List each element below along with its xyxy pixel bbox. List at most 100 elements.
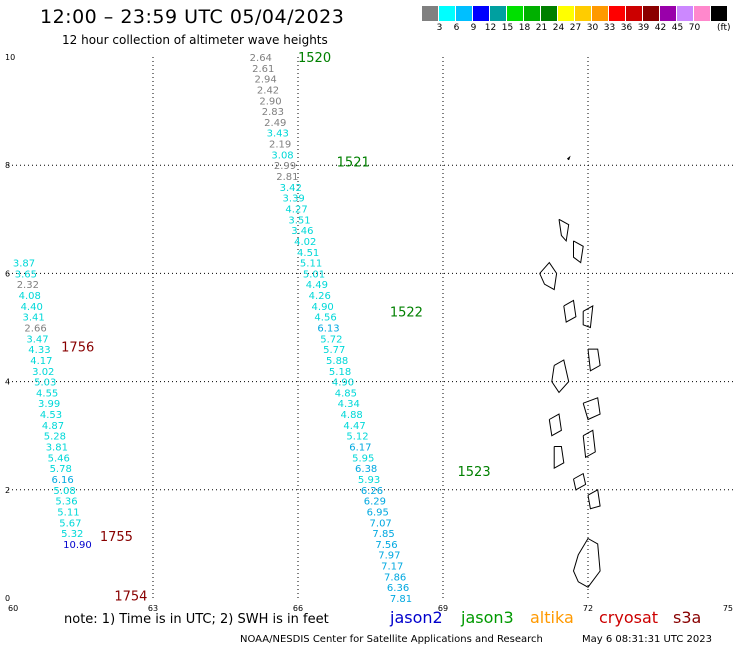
wave-height-value: 3.42 <box>280 183 302 194</box>
color-swatch <box>422 6 439 21</box>
coastline-island <box>558 218 570 243</box>
pass-time-label: 1521 <box>337 155 370 170</box>
color-scale-tick-label: 15 <box>501 23 514 33</box>
legend-s3a: s3a <box>673 608 702 627</box>
color-scale-unit: (ft) <box>717 23 731 33</box>
wave-height-value: 2.64 <box>250 53 272 64</box>
wave-height-value: 3.08 <box>271 150 293 161</box>
y-tick-label: 0 <box>5 594 10 603</box>
wave-height-value: 5.11 <box>300 259 322 270</box>
wave-height-value: 5.01 <box>303 269 325 280</box>
color-scale-tick-label: 33 <box>603 23 616 33</box>
coastline-island <box>582 397 601 421</box>
color-swatch <box>575 6 592 21</box>
color-swatch <box>609 6 626 21</box>
color-scale-tick-label: 39 <box>637 23 650 33</box>
wave-height-value: 4.26 <box>309 291 331 302</box>
coastline-island <box>587 348 601 372</box>
footer-note: note: 1) Time is in UTC; 2) SWH is in fe… <box>64 612 329 627</box>
x-tick-label: 72 <box>583 604 593 613</box>
wave-height-value: 4.56 <box>314 313 336 324</box>
coastline-island <box>548 413 562 437</box>
x-tick-label: 66 <box>293 604 303 613</box>
wave-height-value: 2.81 <box>276 172 298 183</box>
wave-height-value: 3.65 <box>15 269 37 280</box>
wave-height-value: 6.95 <box>367 507 389 518</box>
wave-height-value: 4.87 <box>42 421 64 432</box>
color-swatch <box>507 6 524 21</box>
wave-height-value: 4.33 <box>28 345 50 356</box>
y-tick-label: 8 <box>5 161 10 170</box>
wave-height-value: 7.56 <box>375 540 397 551</box>
wave-height-value: 5.67 <box>59 518 81 529</box>
color-swatch <box>524 6 541 21</box>
coastline-island <box>572 537 601 588</box>
wave-height-value: 4.08 <box>19 291 41 302</box>
wave-height-value: 4.47 <box>343 421 365 432</box>
x-tick-label: 60 <box>8 604 18 613</box>
wave-height-value: 4.53 <box>40 410 62 421</box>
chart-title: 12:00 – 23:59 UTC 05/04/2023 <box>40 6 345 28</box>
wave-height-value: 7.85 <box>372 529 394 540</box>
wave-height-value: 2.83 <box>262 107 284 118</box>
color-scale-tick-label: 42 <box>654 23 667 33</box>
wave-height-value: 4.27 <box>285 204 307 215</box>
wave-height-value: 4.02 <box>294 237 316 248</box>
color-scale-tick-label: 24 <box>552 23 565 33</box>
wave-height-value: 5.08 <box>53 486 75 497</box>
wave-height-value: 5.93 <box>358 475 380 486</box>
wave-height-value: 3.43 <box>267 129 289 140</box>
color-swatch <box>643 6 660 21</box>
pass-time-label: 1523 <box>458 465 491 480</box>
wave-height-value: 4.85 <box>335 388 357 399</box>
wave-height-value: 6.29 <box>364 497 386 508</box>
chart-subtitle: 12 hour collection of altimeter wave hei… <box>62 33 328 47</box>
color-scale-tick-label: 27 <box>569 23 582 33</box>
wave-height-value: 3.47 <box>26 334 48 345</box>
color-scale-tick-label: 6 <box>453 23 460 33</box>
wave-height-value: 5.88 <box>326 356 348 367</box>
wave-height-value: 2.42 <box>257 85 279 96</box>
legend-jason2: jason2 <box>390 608 443 627</box>
wave-height-value: 6.26 <box>361 486 383 497</box>
wave-height-value: 4.90 <box>332 378 354 389</box>
y-tick-label: 4 <box>5 378 10 387</box>
wave-height-value: 4.40 <box>21 302 43 313</box>
color-swatch <box>558 6 575 21</box>
wave-height-value: 6.38 <box>355 464 377 475</box>
footer-generated-time: May 6 08:31:31 UTC 2023 <box>582 634 712 645</box>
wave-height-value: 4.51 <box>297 248 319 259</box>
color-scale-tick-label: 3 <box>436 23 443 33</box>
y-tick-label: 6 <box>5 269 10 278</box>
wave-height-value: 6.16 <box>52 475 74 486</box>
wave-height-value: 5.03 <box>34 378 56 389</box>
wave-height-value: 5.32 <box>61 529 83 540</box>
coastline-island <box>539 261 558 291</box>
wave-height-value: 3.02 <box>32 367 54 378</box>
pass-time-label: 1520 <box>298 51 331 66</box>
color-scale-tick-label: 12 <box>484 23 497 33</box>
wave-height-value: 3.39 <box>283 194 305 205</box>
wave-height-value: 2.61 <box>252 64 274 75</box>
x-tick-label: 63 <box>148 604 158 613</box>
color-swatch <box>473 6 490 21</box>
wave-height-value: 4.88 <box>341 410 363 421</box>
footer-credit: NOAA/NESDIS Center for Satellite Applica… <box>240 634 543 645</box>
wave-height-value: 2.19 <box>269 140 291 151</box>
color-swatch <box>541 6 558 21</box>
color-swatch <box>456 6 473 21</box>
wave-height-value: 5.11 <box>57 507 79 518</box>
pass-time-label: 1522 <box>390 305 423 320</box>
wave-height-value: 3.46 <box>291 226 313 237</box>
color-swatch <box>694 6 711 21</box>
color-scale-tick-label: 70 <box>688 23 701 33</box>
color-swatch <box>439 6 456 21</box>
coastline-island <box>573 240 584 264</box>
color-swatch <box>711 6 728 21</box>
color-scale-tick-label: 21 <box>535 23 548 33</box>
color-scale-tick-label: 45 <box>671 23 684 33</box>
pass-time-label: 1755 <box>100 530 133 545</box>
wave-height-value: 3.41 <box>23 313 45 324</box>
wave-height-value: 7.17 <box>381 562 403 573</box>
